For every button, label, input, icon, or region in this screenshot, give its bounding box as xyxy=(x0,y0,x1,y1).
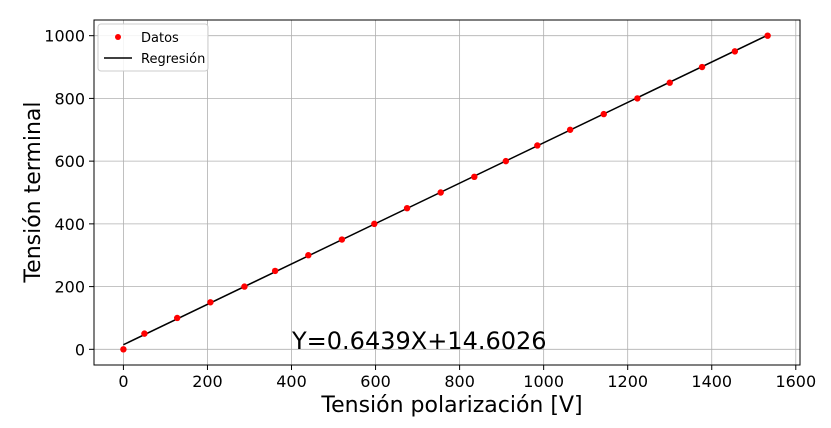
y-tick-label: 1000 xyxy=(44,27,85,46)
y-tick-label: 800 xyxy=(54,89,85,108)
y-tick-label: 400 xyxy=(54,215,85,234)
regression-line xyxy=(123,34,768,346)
data-point xyxy=(437,189,444,196)
x-tick-label: 1600 xyxy=(775,372,816,391)
y-tick-label: 0 xyxy=(75,340,85,359)
y-tick-label: 600 xyxy=(54,152,85,171)
x-tick-label: 600 xyxy=(360,372,391,391)
regression-equation: Y=0.6439X+14.6026 xyxy=(291,327,547,355)
y-axis-label: Tensión terminal xyxy=(21,101,46,283)
data-point xyxy=(731,48,739,55)
x-tick-label: 1200 xyxy=(607,372,648,391)
grid xyxy=(94,20,800,365)
data-point xyxy=(534,142,541,149)
regression-line-layer xyxy=(123,34,768,346)
ticks: 0 200 400 600 800 1000 1200 1400 1600 0 200 400 600 8… xyxy=(44,27,816,391)
data-point xyxy=(698,63,706,71)
plot-frame xyxy=(93,19,801,366)
x-tick-label: 200 xyxy=(192,372,223,391)
data-point xyxy=(502,157,510,165)
x-tick-label: 1000 xyxy=(523,372,564,391)
legend-marker-datos xyxy=(115,34,121,40)
data-point xyxy=(271,267,279,275)
x-tick-label: 1400 xyxy=(691,372,732,391)
x-tick-label: 800 xyxy=(444,372,475,391)
data-point xyxy=(566,126,574,133)
legend: Datos Regresión xyxy=(97,23,209,72)
data-point xyxy=(120,346,127,353)
data-point xyxy=(207,299,214,306)
data-point xyxy=(305,252,312,259)
data-point xyxy=(403,204,411,212)
x-tick-label: 400 xyxy=(276,372,307,391)
data-point xyxy=(666,79,673,86)
legend-label-regresion: Regresión xyxy=(141,52,205,67)
data-point xyxy=(471,173,478,181)
data-point xyxy=(600,110,607,118)
data-point xyxy=(764,32,771,39)
data-point xyxy=(338,236,346,243)
data-point xyxy=(141,330,148,337)
data-point xyxy=(634,95,641,102)
data-points-layer xyxy=(120,32,771,353)
x-axis-label: Tensión polarización [V] xyxy=(320,393,582,418)
plot-area xyxy=(94,20,800,365)
x-tick-label: 0 xyxy=(118,372,128,391)
data-point xyxy=(174,314,181,322)
data-point xyxy=(241,283,248,290)
legend-box xyxy=(97,23,209,72)
legend-label-datos: Datos xyxy=(141,31,179,46)
y-tick-label: 200 xyxy=(54,278,85,297)
data-point xyxy=(371,220,378,228)
